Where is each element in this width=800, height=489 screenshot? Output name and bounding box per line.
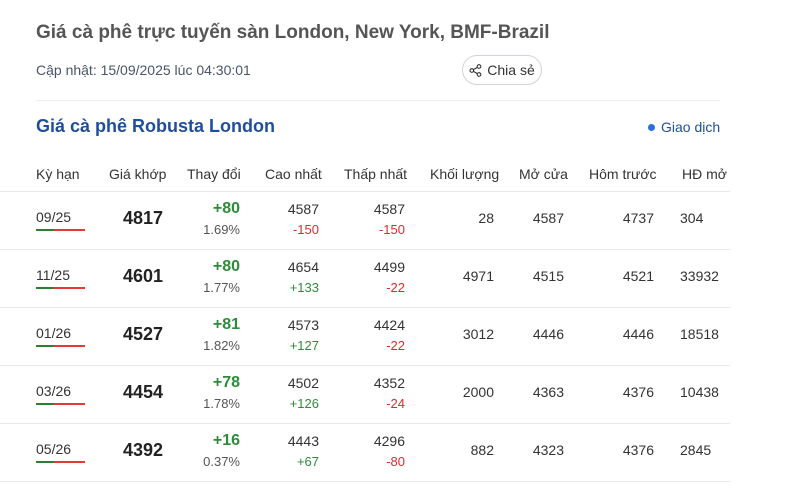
change-percent: 0.37% xyxy=(203,454,240,469)
legend-dot-icon xyxy=(648,123,655,131)
match-price: 4817 xyxy=(122,208,163,228)
term: 11/25 xyxy=(36,267,70,283)
header-high: Cao nhất xyxy=(265,166,322,182)
high: 4443 xyxy=(287,433,319,449)
low-diff: -150 xyxy=(378,222,405,237)
term: 01/26 xyxy=(36,325,72,341)
change-percent: 1.77% xyxy=(203,280,240,295)
term: 09/25 xyxy=(36,209,72,225)
table-row[interactable]: 03/26 4454 +78 1.78% 4502 +126 4352 -24 … xyxy=(0,366,730,424)
previous: 4376 xyxy=(622,384,654,400)
table-row[interactable]: 01/26 4527 +81 1.82% 4573 +127 4424 -22 … xyxy=(0,308,730,366)
low-diff: -22 xyxy=(386,338,405,353)
open: 4363 xyxy=(532,384,564,400)
change: +81 xyxy=(212,316,240,333)
legend-label: Giao dịch xyxy=(661,119,721,135)
match-price: 4527 xyxy=(122,324,163,344)
change: +78 xyxy=(212,374,240,391)
share-label: Chia sẻ xyxy=(487,62,535,78)
price-table: Kỳ hạn Giá khớp Thay đổi Cao nhất Thấp n… xyxy=(0,155,730,485)
low-diff: -22 xyxy=(386,280,405,295)
share-icon xyxy=(469,63,482,77)
open: 4323 xyxy=(532,442,564,458)
range-bar xyxy=(36,229,85,231)
match-price: 4392 xyxy=(122,440,163,460)
volume: 2000 xyxy=(462,384,494,400)
range-bar xyxy=(36,403,85,405)
header-volume: Khối lượng xyxy=(430,166,500,182)
range-bar xyxy=(36,345,85,347)
header-term: Kỳ hạn xyxy=(36,166,80,182)
high: 4573 xyxy=(287,317,319,333)
open-interest: 33932 xyxy=(680,268,719,284)
header-open: Mở cửa xyxy=(519,166,568,182)
previous: 4521 xyxy=(622,268,654,284)
change: +80 xyxy=(212,258,240,275)
open: 4446 xyxy=(532,326,564,342)
change: +16 xyxy=(212,432,240,449)
volume: 882 xyxy=(470,442,494,458)
change-percent: 1.78% xyxy=(203,396,240,411)
open-interest: 304 xyxy=(680,210,704,226)
low: 4499 xyxy=(373,259,405,275)
open-interest: 2845 xyxy=(680,442,712,458)
table-row[interactable]: 11/25 4601 +80 1.77% 4654 +133 4499 -22 … xyxy=(0,250,730,308)
change: +80 xyxy=(212,200,240,217)
header-prev: Hôm trước xyxy=(589,166,657,182)
legend-trading[interactable]: Giao dịch xyxy=(648,119,720,135)
previous: 4376 xyxy=(622,442,654,458)
term: 05/26 xyxy=(36,441,72,457)
low: 4352 xyxy=(373,375,405,391)
low-diff: -80 xyxy=(386,454,405,469)
low-diff: -24 xyxy=(386,396,405,411)
section-title: Giá cà phê Robusta London xyxy=(36,116,276,136)
share-button[interactable]: Chia sẻ xyxy=(462,55,542,85)
high-diff: +133 xyxy=(289,280,319,295)
volume: 3012 xyxy=(462,326,494,342)
high-diff: -150 xyxy=(292,222,319,237)
term: 03/26 xyxy=(36,383,72,399)
change-percent: 1.82% xyxy=(203,338,240,353)
volume: 28 xyxy=(478,210,494,226)
high-diff: +67 xyxy=(296,454,319,469)
updated-timestamp: Cập nhật: 15/09/2025 lúc 04:30:01 xyxy=(36,62,251,78)
low: 4424 xyxy=(373,317,405,333)
open-interest: 18518 xyxy=(680,326,719,342)
table-row[interactable]: 05/26 4392 +16 0.37% 4443 +67 4296 -80 8… xyxy=(0,424,730,482)
page-title: Giá cà phê trực tuyến sàn London, New Yo… xyxy=(36,22,550,43)
high-diff: +127 xyxy=(289,338,319,353)
header-open-interest: HĐ mở xyxy=(682,166,727,182)
high: 4587 xyxy=(287,201,319,217)
header-price: Giá khớp xyxy=(109,166,167,182)
high: 4502 xyxy=(287,375,319,391)
high-diff: +126 xyxy=(289,396,319,411)
volume: 4971 xyxy=(462,268,494,284)
range-bar xyxy=(36,461,85,463)
high: 4654 xyxy=(287,259,319,275)
divider xyxy=(36,100,720,101)
low: 4296 xyxy=(373,433,405,449)
range-bar xyxy=(36,287,85,289)
change-percent: 1.69% xyxy=(203,222,240,237)
open-interest: 10438 xyxy=(680,384,719,400)
match-price: 4454 xyxy=(122,382,163,402)
header-low: Thấp nhất xyxy=(344,166,408,182)
low: 4587 xyxy=(373,201,405,217)
header-change: Thay đổi xyxy=(187,166,241,182)
previous: 4446 xyxy=(622,326,654,342)
previous: 4737 xyxy=(622,210,654,226)
open: 4587 xyxy=(532,210,564,226)
match-price: 4601 xyxy=(122,266,163,286)
table-row[interactable]: 09/25 4817 +80 1.69% 4587 -150 4587 -150… xyxy=(0,192,730,250)
open: 4515 xyxy=(532,268,564,284)
table-header: Kỳ hạn Giá khớp Thay đổi Cao nhất Thấp n… xyxy=(0,155,730,192)
